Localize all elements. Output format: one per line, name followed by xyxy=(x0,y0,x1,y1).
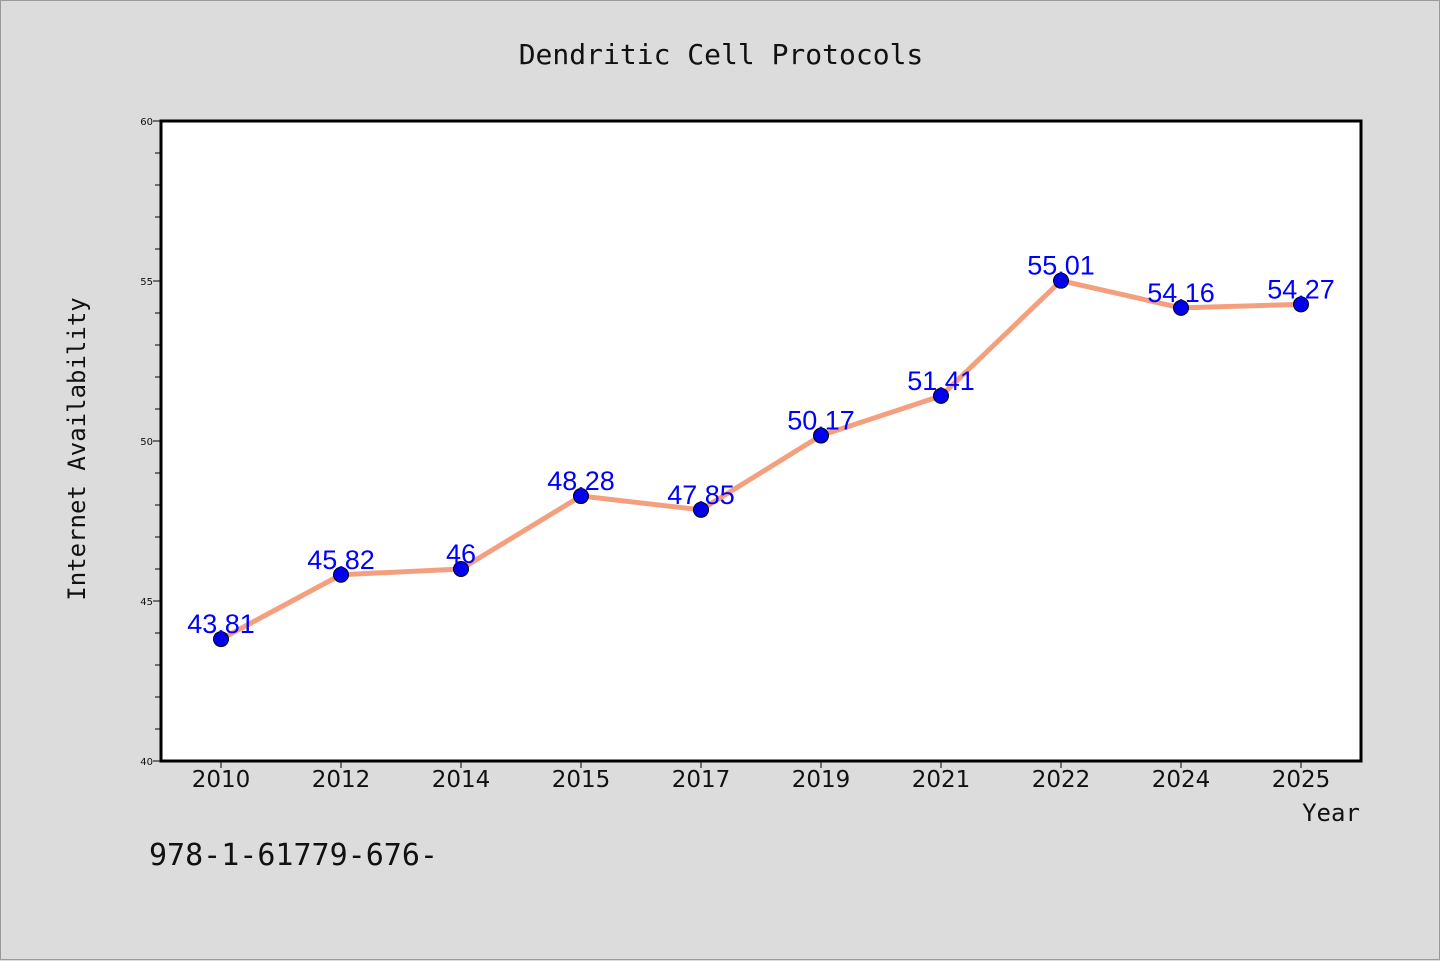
x-tick-label: 2010 xyxy=(192,767,251,793)
data-point xyxy=(933,387,949,404)
x-tick-label: 2015 xyxy=(552,767,611,793)
data-label: 47.85 xyxy=(667,480,735,510)
y-tick-label: 40 xyxy=(140,757,153,768)
x-axis: 2010 2012 2014 2015 2017 2019 2021 2022 2024 2025 xyxy=(192,761,1331,793)
data-point xyxy=(1173,299,1189,316)
data-point xyxy=(693,501,709,518)
x-axis-label: Year xyxy=(1302,799,1360,827)
data-label: 54.27 xyxy=(1267,274,1335,304)
data-point xyxy=(333,566,349,583)
y-axis-label: Internet Availability xyxy=(63,297,91,600)
data-point xyxy=(213,631,229,648)
footnote-text: 978-1-61779-676- xyxy=(149,838,438,873)
x-tick-label: 2019 xyxy=(792,767,851,793)
plot-background xyxy=(159,119,1363,763)
data-point xyxy=(1053,272,1069,289)
y-tick-label: 60 xyxy=(140,117,153,128)
data-point xyxy=(813,427,829,444)
data-point xyxy=(453,561,469,577)
x-tick-label: 2012 xyxy=(312,767,371,793)
x-tick-label: 2022 xyxy=(1032,767,1091,793)
y-axis: 40 45 50 55 60 xyxy=(140,117,161,768)
data-label: 54.16 xyxy=(1147,278,1215,308)
data-label-layer: 43.81 45.82 46 48.28 47.85 50.17 51.41 55.01 54.… xyxy=(187,251,1335,639)
series-layer xyxy=(213,272,1309,648)
data-label: 48.28 xyxy=(547,466,615,496)
data-label: 45.82 xyxy=(307,545,375,575)
data-label: 55.01 xyxy=(1027,251,1095,281)
y-tick-label: 45 xyxy=(140,597,153,608)
x-tick-label: 2017 xyxy=(672,767,731,793)
x-tick-label: 2025 xyxy=(1272,767,1331,793)
data-label: 43.81 xyxy=(187,609,255,639)
data-label: 46 xyxy=(446,539,476,569)
y-tick-label: 50 xyxy=(140,437,153,448)
data-label: 50.17 xyxy=(787,406,855,436)
x-tick-label: 2024 xyxy=(1152,767,1211,793)
series-line xyxy=(218,278,1304,642)
x-tick-label: 2021 xyxy=(912,767,971,793)
data-point xyxy=(573,488,589,505)
x-tick-label: 2014 xyxy=(432,767,491,793)
chart-title: Dendritic Cell Protocols xyxy=(519,38,924,71)
data-label: 51.41 xyxy=(907,366,975,396)
plot-area xyxy=(159,119,1363,763)
y-tick-label: 55 xyxy=(140,277,153,288)
data-point xyxy=(1293,296,1309,313)
